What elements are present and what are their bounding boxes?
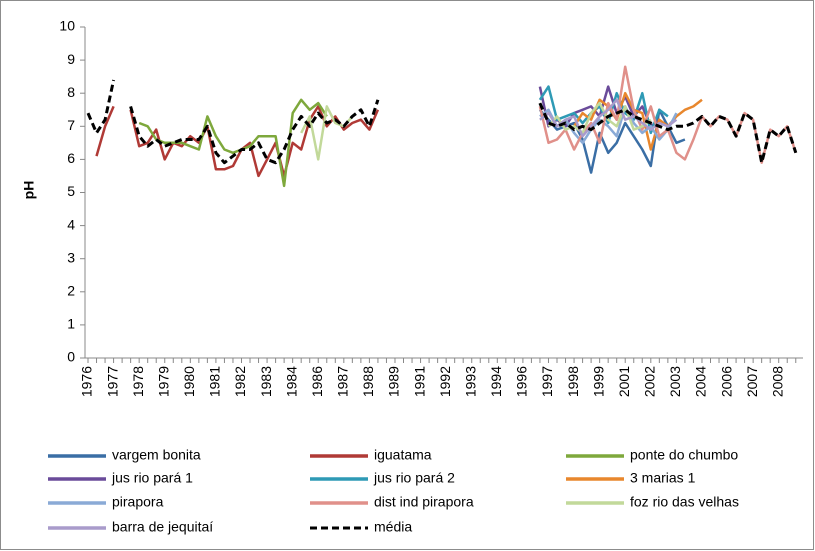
legend-label: jus rio pará 1 <box>111 470 193 486</box>
x-tick-label: 1980 <box>181 366 197 397</box>
y-tick-label: 9 <box>67 51 75 67</box>
legend-label: iguatama <box>374 447 432 463</box>
x-tick-label: 1983 <box>258 366 274 397</box>
x-tick-label: 1988 <box>360 366 376 397</box>
y-tick-label: 2 <box>67 283 75 299</box>
x-tick-label: 1994 <box>488 366 504 397</box>
y-tick-label: 4 <box>67 216 75 232</box>
x-tick-label: 2006 <box>718 366 734 397</box>
x-tick-label: 1996 <box>514 366 530 397</box>
x-tick-label: 1978 <box>130 366 146 397</box>
x-tick-label: 1993 <box>462 366 478 397</box>
series-line <box>538 85 669 135</box>
x-tick-label: 1982 <box>232 366 248 397</box>
legend-label: vargem bonita <box>112 447 201 463</box>
x-tick-label: 2007 <box>744 366 760 397</box>
x-tick-label: 1999 <box>590 366 606 397</box>
y-tick-label: 6 <box>67 150 75 166</box>
x-tick-label: 1976 <box>79 366 95 397</box>
y-tick-label: 3 <box>67 249 75 265</box>
legend-label: ponte do chumbo <box>630 447 738 463</box>
legend-label: barra de jequitaí <box>112 519 213 535</box>
x-tick-label: 2008 <box>769 366 785 397</box>
x-tick-label: 1989 <box>386 366 402 397</box>
x-tick-label: 1987 <box>335 366 351 397</box>
x-tick-label: 1998 <box>565 366 581 397</box>
x-tick-label: 1984 <box>283 366 299 397</box>
x-tick-label: 2002 <box>642 366 658 397</box>
y-tick-label: 5 <box>67 183 75 199</box>
y-tick-label: 1 <box>67 316 75 332</box>
x-tick-label: 1981 <box>207 366 223 397</box>
x-tick-label: 1977 <box>104 366 120 397</box>
y-tick-label: 0 <box>67 349 75 365</box>
legend-label: dist ind pirapora <box>374 494 474 510</box>
x-tick-label: 2004 <box>693 366 709 397</box>
legend-label: média <box>374 519 412 535</box>
legend-label: pirapora <box>112 494 164 510</box>
x-tick-label: 1992 <box>437 366 453 397</box>
x-tick-label: 1986 <box>309 366 325 397</box>
series-line <box>539 98 678 138</box>
x-tick-label: 1979 <box>155 366 171 397</box>
legend-label: jus rio pará 2 <box>373 470 455 486</box>
series-line <box>95 105 380 178</box>
x-tick-label: 1991 <box>411 366 427 397</box>
y-tick-label: 7 <box>67 117 75 133</box>
x-tick-label: 1997 <box>539 366 555 397</box>
y-tick-label: 10 <box>59 18 75 34</box>
legend-label: foz rio das velhas <box>630 494 739 510</box>
x-tick-label: 2003 <box>667 366 683 397</box>
series-line <box>86 79 798 165</box>
y-tick-label: 8 <box>67 84 75 100</box>
x-tick-label: 2001 <box>616 366 632 397</box>
legend-label: 3 marias 1 <box>630 470 696 486</box>
y-axis-label: pH <box>21 181 37 200</box>
